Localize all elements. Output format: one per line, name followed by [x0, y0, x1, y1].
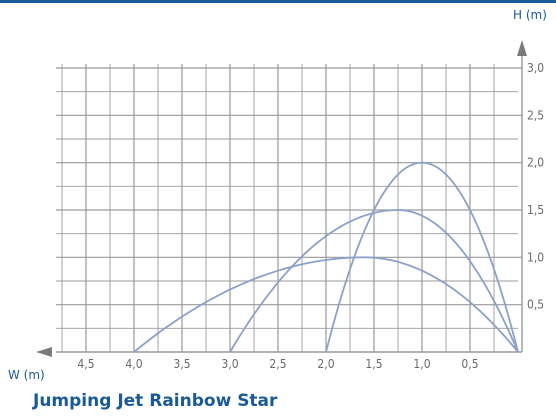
trajectory-curve-3: [325, 161, 519, 353]
chart-caption: Jumping Jet Rainbow Star: [33, 391, 278, 411]
x-tick-label: 2,0: [317, 357, 334, 371]
grid: [56, 44, 523, 353]
y-tick-label: 2,0: [527, 156, 544, 170]
x-tick-label: 2,5: [269, 357, 286, 371]
y-axis-title: H (m): [513, 8, 547, 22]
y-tick-label: 3,0: [527, 61, 544, 75]
y-tick-label: 0,5: [527, 298, 544, 312]
y-tick-label: 1,5: [527, 203, 544, 217]
top-accent-rule: [0, 0, 556, 3]
trajectory-curve-1: [133, 256, 519, 353]
tick-labels: 4,5 4,0 3,5 3,0 2,5 2,0 1,5 1,0 0,5 0,5 1,0 1,5 2,0 2…: [77, 61, 544, 371]
curves: [133, 161, 519, 353]
y-tick-label: 2,5: [527, 108, 544, 122]
y-tick-label: 1,0: [527, 250, 544, 264]
x-axis-arrow-icon: [36, 347, 52, 357]
x-tick-label: 4,0: [125, 357, 142, 371]
x-tick-label: 0,5: [461, 357, 478, 371]
x-tick-label: 3,0: [221, 357, 238, 371]
x-tick-label: 4,5: [77, 357, 94, 371]
x-axis-title: W (m): [8, 368, 45, 382]
x-tick-label: 1,5: [365, 357, 382, 371]
axis-arrows: [36, 40, 527, 357]
y-axis-arrow-icon: [517, 40, 527, 56]
trajectory-curve-2: [229, 209, 519, 353]
x-tick-label: 1,0: [413, 357, 430, 371]
x-tick-label: 3,5: [173, 357, 190, 371]
